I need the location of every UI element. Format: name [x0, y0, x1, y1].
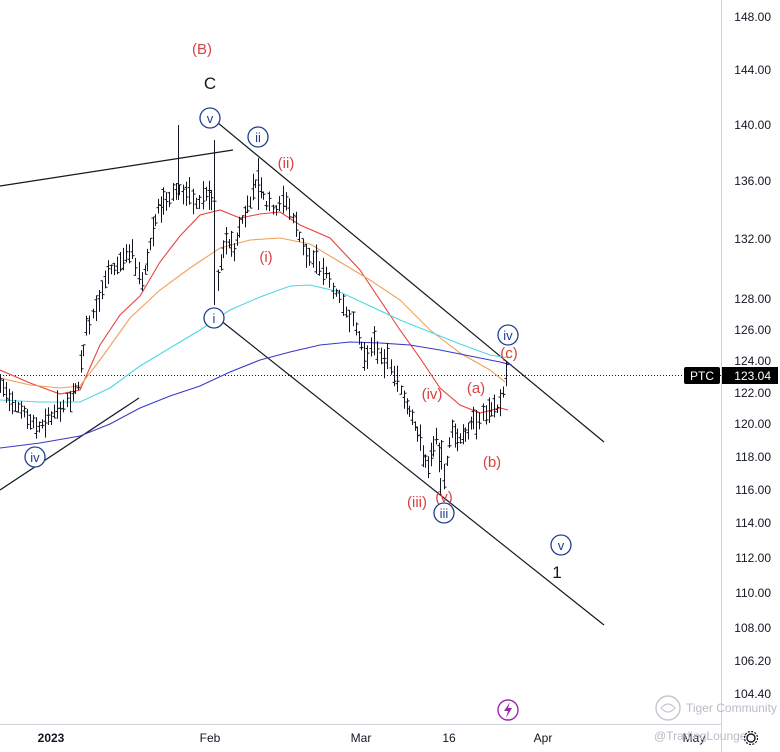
- wave-label-C: C: [204, 74, 216, 93]
- wave-label-i: i: [213, 311, 216, 326]
- channel-upper-line: [211, 117, 605, 443]
- price-tick: 108.00: [734, 621, 771, 635]
- wave-label-iv-left: iv: [30, 450, 40, 465]
- wave-label-ii-paren: (ii): [278, 155, 295, 172]
- time-axis[interactable]: 2023 Feb Mar 16 Apr May: [38, 731, 706, 745]
- price-tick: 144.00: [734, 63, 771, 77]
- time-tick-16: 16: [442, 731, 456, 745]
- watermark: Tiger Community @TradingLounge: [654, 695, 777, 743]
- support-line: [0, 397, 140, 491]
- wave-label-b-paren: (b): [483, 454, 501, 471]
- wave-label-1: 1: [552, 563, 561, 582]
- wave-circle-v-top: [199, 107, 221, 129]
- price-tick: 118.00: [735, 450, 771, 464]
- wave-label-iv-paren: (iv): [422, 386, 443, 403]
- price-tick: 132.00: [734, 232, 771, 246]
- price-tick: 104.40: [734, 687, 771, 701]
- ticker-label: PTC: [690, 369, 714, 383]
- watermark-line1: Tiger Community: [686, 701, 777, 715]
- ticker-badge: [684, 367, 720, 384]
- wave-label-iv-right: iv: [503, 328, 513, 343]
- wave-label-B: (B): [192, 41, 212, 58]
- price-tick: 126.00: [734, 323, 771, 337]
- price-axis[interactable]: 148.00 144.00 140.00 136.00 132.00 128.0…: [684, 10, 778, 701]
- ma-blue-line: [0, 341, 513, 449]
- wave-circle-i: [203, 307, 225, 329]
- price-tick: 122.00: [734, 386, 771, 400]
- time-tick-may: May: [683, 731, 706, 745]
- wave-label-v-target: v: [558, 538, 565, 553]
- wave-circle-iv-left: [24, 446, 46, 468]
- wave-circle-v-target: [550, 534, 572, 556]
- price-tick: 112.00: [735, 551, 771, 565]
- wave-label-iii-paren: (iii): [407, 494, 427, 511]
- time-tick-2023: 2023: [38, 731, 65, 745]
- wave-label-i-paren: (i): [259, 249, 272, 266]
- wave-label-a-paren: (a): [467, 380, 485, 397]
- time-tick-feb: Feb: [200, 731, 221, 745]
- time-tick-apr: Apr: [534, 731, 553, 745]
- channel-lower-line: [214, 315, 605, 626]
- wave-label-v-paren: (v): [435, 489, 453, 506]
- ma-orange-line: [0, 237, 506, 389]
- trendlines[interactable]: [0, 117, 605, 626]
- wave-label-iii: iii: [440, 506, 449, 521]
- tiger-logo-icon: [655, 695, 681, 721]
- price-tick: 140.00: [734, 118, 771, 132]
- wave-label-v-top: v: [207, 111, 214, 126]
- price-tick: 106.20: [734, 654, 771, 668]
- wave-circle-iii: [433, 502, 455, 524]
- last-price-badge: [722, 367, 778, 384]
- price-tick: 114.00: [735, 516, 771, 530]
- price-tick: 148.00: [734, 10, 771, 24]
- wave-circle-ii: [247, 126, 269, 148]
- ma-cyan-line: [0, 284, 511, 403]
- price-tick: 120.00: [734, 417, 771, 431]
- lightning-icon[interactable]: [497, 699, 519, 721]
- gear-icon[interactable]: [743, 730, 759, 746]
- watermark-line2: @TradingLounge: [654, 729, 747, 743]
- price-tick: 136.00: [734, 174, 771, 188]
- wave-labels[interactable]: (B) C v ii (ii) (i) i iv (iv) (iii) (v) …: [24, 41, 572, 582]
- ohlc-bars: [0, 125, 509, 495]
- wave-label-c-paren: (c): [500, 345, 518, 362]
- price-tick: 128.00: [734, 292, 771, 306]
- moving-averages: [0, 209, 513, 449]
- price-tick: 116.00: [735, 483, 771, 497]
- price-tick: 124.00: [734, 354, 771, 368]
- last-price-label: 123.04: [734, 369, 771, 383]
- wave-circle-iv-right: [497, 324, 519, 346]
- price-tick: 110.00: [735, 586, 771, 600]
- ma-red-line: [0, 209, 509, 414]
- time-tick-mar: Mar: [351, 731, 372, 745]
- resistance-line: [0, 149, 234, 187]
- wave-label-ii: ii: [255, 130, 261, 145]
